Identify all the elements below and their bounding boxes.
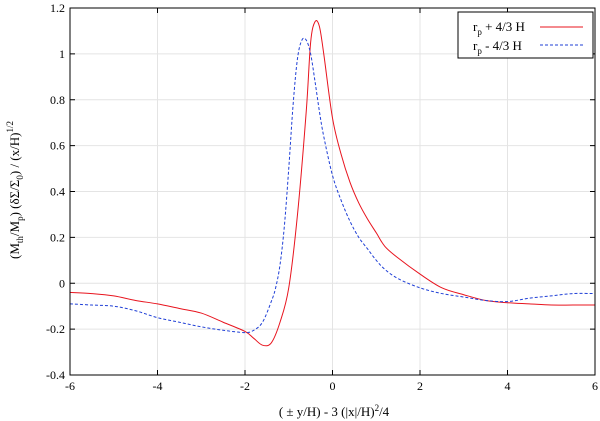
x-tick-label: 0 [330,379,336,393]
y-tick-label: 1 [59,47,65,61]
x-axis: -6 -4 -2 0 2 4 6 [65,8,598,393]
y-tick-label: 1.2 [50,1,65,15]
y-tick-label: 0.6 [50,139,65,153]
legend-entry-1: rp + 4/3 H [473,19,583,37]
x-tick: 0 [330,8,336,393]
x-tick-label: -4 [153,379,163,393]
svg-text:rp - 4/3 H: rp - 4/3 H [473,38,522,56]
series-line-2 [70,37,595,334]
y-tick: 0.4 [50,185,595,199]
y-tick: 0.2 [50,230,595,244]
x-tick-label: 2 [417,379,423,393]
y-axis: -0.4 -0.2 0 0.2 0.4 0.6 0.8 1 1.2 [46,1,595,382]
y-axis-label: (Mth/Mp) (δΣ/Σ0) / (x/H)1/2 [5,121,25,259]
y-tick-label: -0.4 [46,368,65,382]
y-tick: 0 [59,276,595,290]
y-tick: 0.8 [50,93,595,107]
grid [69,7,596,376]
y-tick-label: -0.2 [46,322,65,336]
series-line-1 [70,20,595,347]
svg-text:( ± y/H) - 3 (|x|/H)2/4: ( ± y/H) - 3 (|x|/H)2/4 [279,403,390,419]
x-tick-label: 6 [592,379,598,393]
series-layer [70,20,595,347]
x-tick-label: -6 [65,379,75,393]
x-tick: -4 [153,8,163,393]
y-tick-label: 0.4 [50,185,65,199]
y-tick: 1.2 [50,1,595,15]
svg-text:rp + 4/3 H: rp + 4/3 H [473,19,525,37]
x-tick: -6 [65,8,75,393]
x-axis-label: ( ± y/H) - 3 (|x|/H)2/4 [279,403,390,419]
y-tick: 0.6 [50,139,595,153]
x-tick: 2 [417,8,423,393]
legend: rp + 4/3 H rp - 4/3 H [457,11,594,59]
y-tick: -0.2 [46,322,595,336]
x-tick-label: 4 [505,379,511,393]
y-tick-label: 0 [59,276,65,290]
y-tick: -0.4 [46,368,595,382]
y-tick-label: 0.8 [50,93,65,107]
x-tick: -2 [240,8,250,393]
svg-text:(Mth/Mp) (δΣ/Σ0) / (x/H)1/2: (Mth/Mp) (δΣ/Σ0) / (x/H)1/2 [5,121,25,259]
y-tick-label: 0.2 [50,230,65,244]
x-tick: 6 [592,8,598,393]
legend-entry-2: rp - 4/3 H [473,38,583,56]
x-tick-label: -2 [240,379,250,393]
